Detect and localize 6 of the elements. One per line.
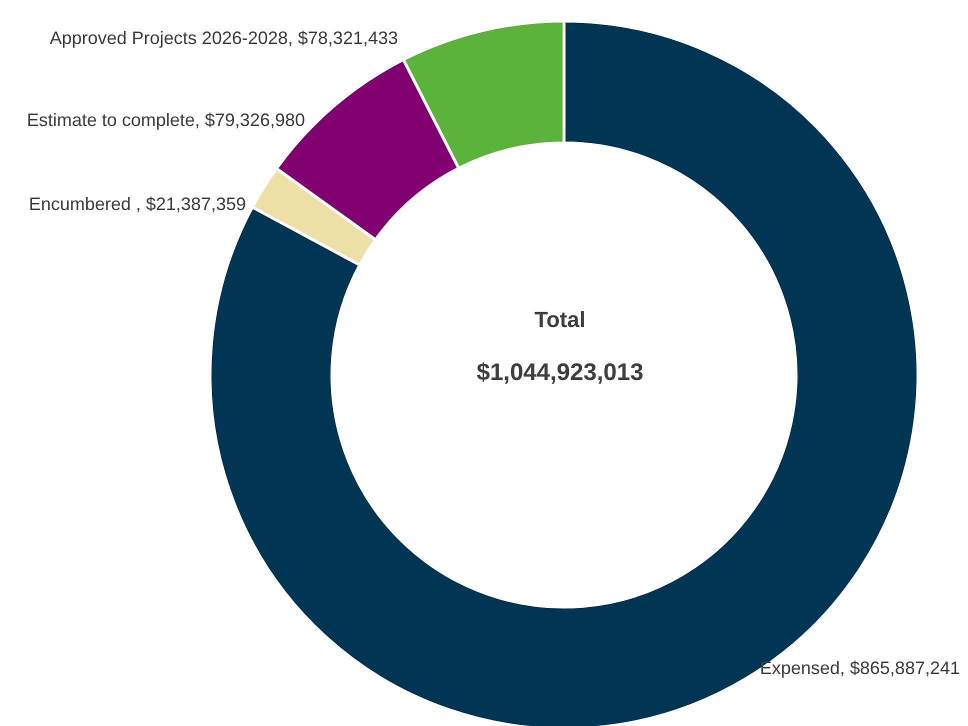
text: $1,044,923,013 xyxy=(476,359,644,386)
slice-label: Approved Projects 2026-2028, $78,321,433 xyxy=(50,28,398,48)
text: Total xyxy=(534,307,586,332)
slice-label: Estimate to complete, $79,326,980 xyxy=(26,110,305,130)
slice-label: Expensed, $865,887,241 xyxy=(760,658,960,678)
slice-label: Encumbered , $21,387,359 xyxy=(28,194,246,214)
